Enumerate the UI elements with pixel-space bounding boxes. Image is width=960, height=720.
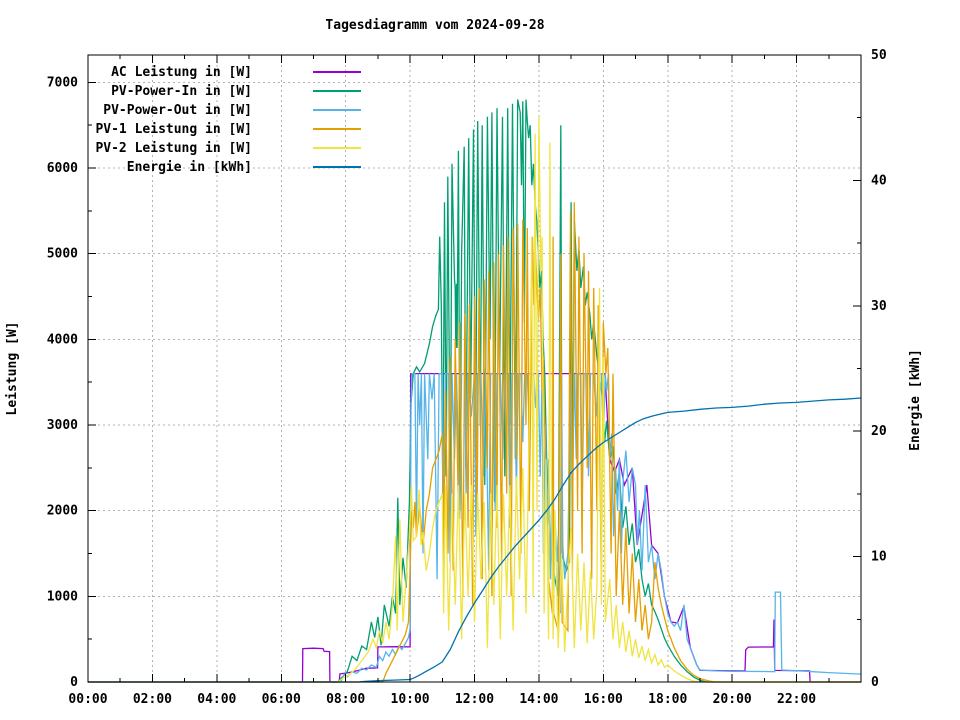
x-tick-label: 08:00 (326, 692, 365, 707)
series-pv-power-in (88, 99, 861, 683)
legend-item-pv-power-out: PV-Power-Out in [W] (103, 103, 361, 118)
y2-tick-label: 20 (871, 424, 887, 439)
legend-item-energy: Energie in [kWh] (127, 160, 361, 175)
series-energy (88, 397, 862, 683)
x-tick-label: 02:00 (133, 692, 172, 707)
y2-tick-label: 30 (871, 299, 887, 314)
x-tick-label: 00:00 (68, 692, 107, 707)
legend-item-pv-power-in: PV-Power-In in [W] (111, 84, 361, 99)
x-tick-label: 20:00 (713, 692, 752, 707)
legend-label: Energie in [kWh] (127, 160, 252, 175)
y-tick-label: 6000 (47, 161, 78, 176)
legend-item-ac-power: AC Leistung in [W] (111, 65, 361, 80)
x-tick-label: 16:00 (584, 692, 623, 707)
legend-label: PV-2 Leistung in [W] (95, 141, 252, 156)
y-tick-label: 1000 (47, 589, 78, 604)
x-tick-label: 04:00 (197, 692, 236, 707)
y-axis-title: Leistung [W] (5, 322, 20, 416)
y-tick-labels: 0 1000 2000 3000 4000 5000 6000 7000 (47, 75, 78, 690)
y2-axis-title: Energie [kWh] (908, 349, 923, 451)
legend-label: PV-Power-Out in [W] (103, 103, 252, 118)
y2-tick-label: 10 (871, 550, 887, 565)
x-tick-label: 14:00 (519, 692, 558, 707)
series-pv2-power (88, 116, 861, 683)
y2-tick-label: 50 (871, 48, 887, 63)
x-tick-label: 10:00 (391, 692, 430, 707)
y2-tick-label: 0 (871, 675, 879, 690)
x-tick-label: 18:00 (648, 692, 687, 707)
y-tick-label: 4000 (47, 332, 78, 347)
x-tick-labels: 00:00 02:00 04:00 06:00 08:00 10:00 12:00 14:00… (68, 692, 816, 707)
x-tick-label: 06:00 (262, 692, 301, 707)
axis-ticks (87, 54, 861, 683)
y-tick-label: 2000 (47, 504, 78, 519)
y-tick-label: 0 (70, 675, 78, 690)
legend-label: PV-Power-In in [W] (111, 84, 252, 99)
legend: AC Leistung in [W] PV-Power-In in [W] PV-P… (95, 65, 361, 175)
x-tick-label: 12:00 (455, 692, 494, 707)
y2-tick-label: 40 (871, 173, 887, 188)
y2-tick-labels: 0 10 20 30 40 50 (871, 48, 887, 690)
legend-item-pv2-power: PV-2 Leistung in [W] (95, 141, 361, 156)
y-tick-label: 7000 (47, 75, 78, 90)
y-tick-label: 3000 (47, 418, 78, 433)
legend-label: AC Leistung in [W] (111, 65, 252, 80)
legend-item-pv1-power: PV-1 Leistung in [W] (95, 122, 361, 137)
axis-titles: Leistung [W] Energie [kWh] (5, 322, 923, 451)
chart-title: Tagesdiagramm vom 2024-09-28 (325, 18, 545, 33)
x-tick-label: 22:00 (777, 692, 816, 707)
legend-label: PV-1 Leistung in [W] (95, 122, 252, 137)
y-tick-label: 5000 (47, 247, 78, 262)
